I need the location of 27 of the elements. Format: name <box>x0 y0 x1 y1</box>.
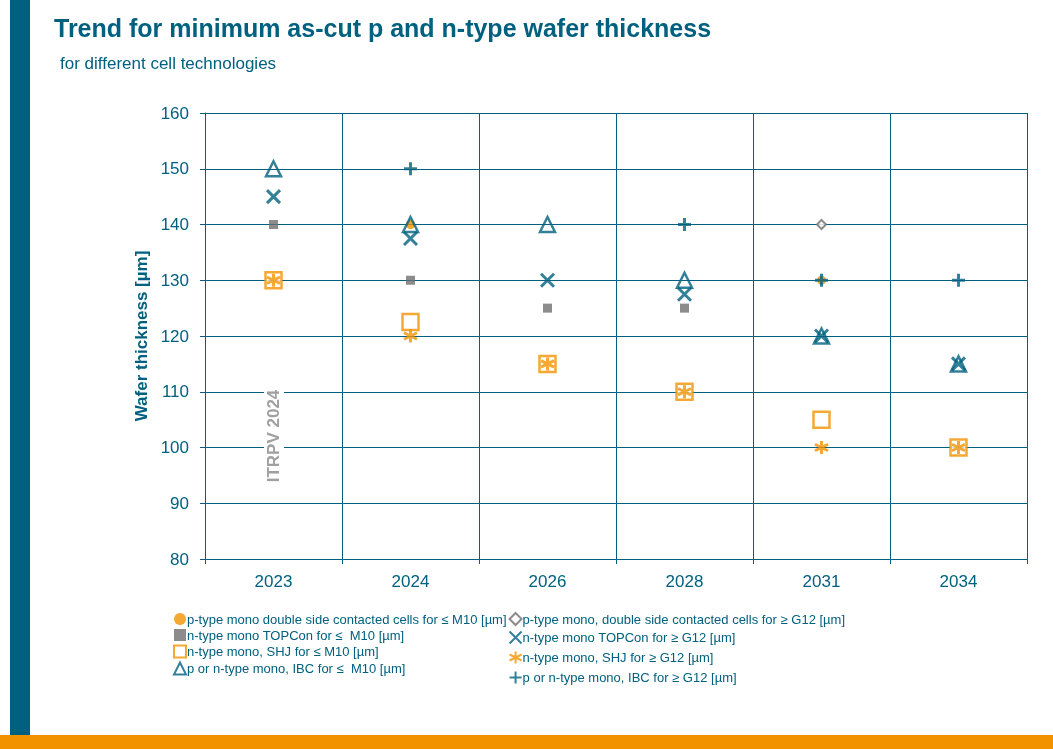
y-tick-label: 80 <box>170 549 189 569</box>
legend-label: n-type mono TOPCon for ≥ G12 [µm] <box>522 630 736 645</box>
y-tick-label: 100 <box>160 438 189 457</box>
y-axis-title: Wafer thickness [µm] <box>131 250 151 422</box>
legend-label: p-type mono double side contacted cells for ≤ M10 [µm] <box>187 611 507 627</box>
chart-title: Trend for minimum as-cut p and n-type wafer thickness <box>54 14 712 43</box>
x-tick-label: 2023 <box>254 572 293 591</box>
legend-label: n-type mono, SHJ for ≤ M10 [µm] <box>187 644 379 659</box>
x-tick-label: 2026 <box>528 572 567 591</box>
x-tick-label: 2034 <box>939 572 978 591</box>
y-tick-label: 140 <box>160 215 189 234</box>
y-tick-label: 90 <box>170 493 189 513</box>
legend-label: n-type mono TOPCon for ≤ M10 [µm] <box>187 627 405 643</box>
x-tick-label: 2028 <box>665 572 704 591</box>
y-tick-label: 120 <box>160 326 189 346</box>
y-tick-label: 130 <box>160 270 189 290</box>
y-tick-label: 160 <box>160 103 189 123</box>
x-tick-label: 2024 <box>391 572 430 591</box>
annotation: ITRPV 2024 <box>263 386 284 487</box>
legend-label: n-type mono, SHJ for ≥ G12 [µm] <box>522 650 714 665</box>
y-tick-label: 110 <box>161 382 189 402</box>
chart-subtitle: for different cell technologies <box>60 54 277 74</box>
y-tick-label: 150 <box>160 159 189 179</box>
x-tick-label: 2031 <box>802 572 841 591</box>
legend-label: p or n-type mono, IBC for ≥ G12 [µm] <box>522 670 737 685</box>
legend-label: p-type mono, double side contacted cells for ≥ G12 [µm] <box>522 611 846 627</box>
legend-label: p or n-type mono, IBC for ≤ M10 [µm] <box>187 661 406 676</box>
